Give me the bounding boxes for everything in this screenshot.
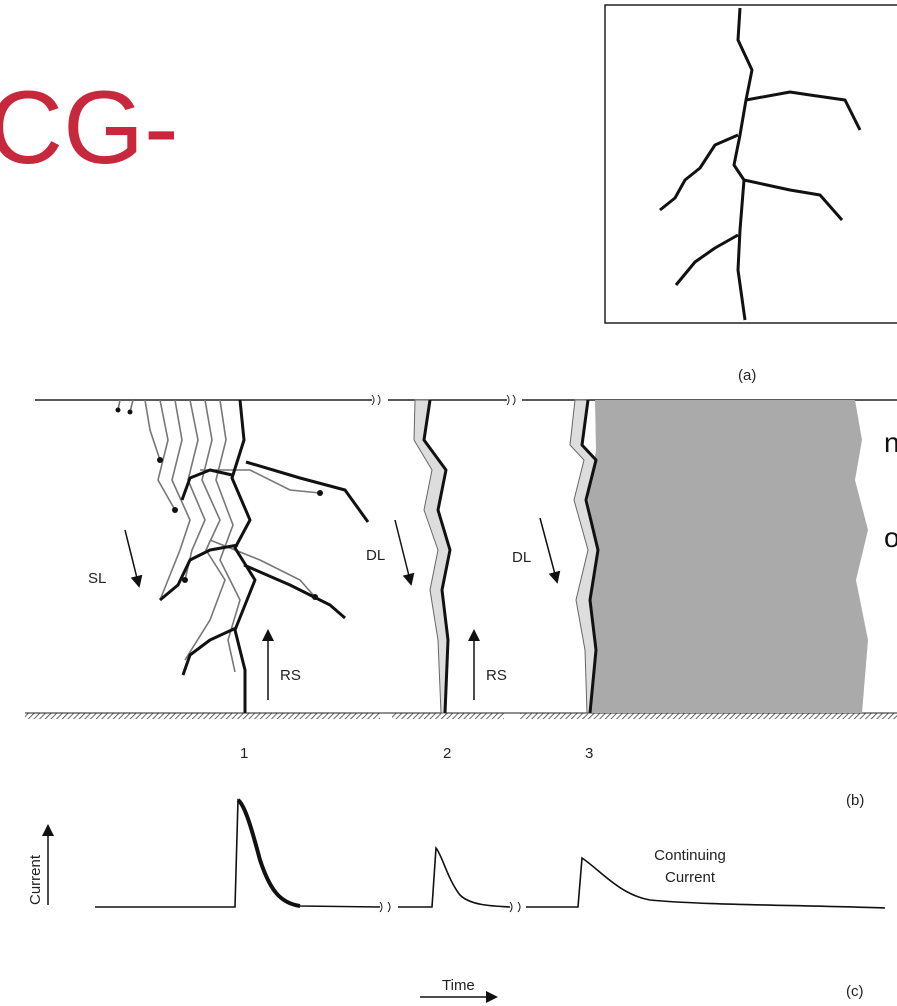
panel-c: Current Continuing Current Time (c) [27,798,886,1003]
axis-label: Time [442,977,475,994]
side-text: n [884,427,897,458]
annotation: Continuing [654,847,726,864]
slide-title: CG- [0,70,179,186]
stroke-number: 1 [240,745,248,762]
arrow-label: DL [366,547,385,564]
panel-label: (c) [846,983,864,1000]
arrow-label: RS [280,667,301,684]
side-text: o [884,522,897,553]
stroke-number: 3 [585,745,593,762]
arrow-label: DL [512,549,531,566]
axis-label: Current [27,854,44,905]
panel-b: SL RS DL RS DL 1 2 3 (b) [25,394,897,809]
arrow-label: SL [88,570,106,587]
panel-label: (b) [846,792,864,809]
panel-label: (a) [738,367,756,384]
panel-a: (a) [604,4,897,384]
stroke-number: 2 [443,745,451,762]
annotation: Current [665,869,716,886]
arrow-label: RS [486,667,507,684]
